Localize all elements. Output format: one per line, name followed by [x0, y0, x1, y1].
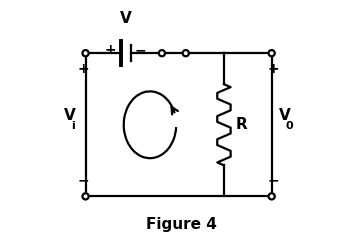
Text: V: V	[120, 11, 132, 26]
Text: +: +	[268, 62, 279, 76]
Circle shape	[83, 193, 89, 199]
Circle shape	[269, 50, 275, 56]
Text: V: V	[279, 108, 291, 123]
Circle shape	[83, 50, 89, 56]
Text: 0: 0	[286, 121, 293, 131]
Text: −: −	[135, 43, 146, 57]
Circle shape	[269, 193, 275, 199]
Circle shape	[159, 50, 165, 56]
Text: Figure 4: Figure 4	[146, 217, 216, 232]
Text: +: +	[78, 62, 89, 76]
Text: i: i	[71, 121, 75, 131]
Text: V: V	[64, 108, 76, 123]
Text: R: R	[236, 117, 248, 132]
Text: −: −	[268, 174, 279, 188]
Circle shape	[183, 50, 189, 56]
Text: −: −	[78, 174, 89, 188]
Text: +: +	[104, 43, 116, 57]
